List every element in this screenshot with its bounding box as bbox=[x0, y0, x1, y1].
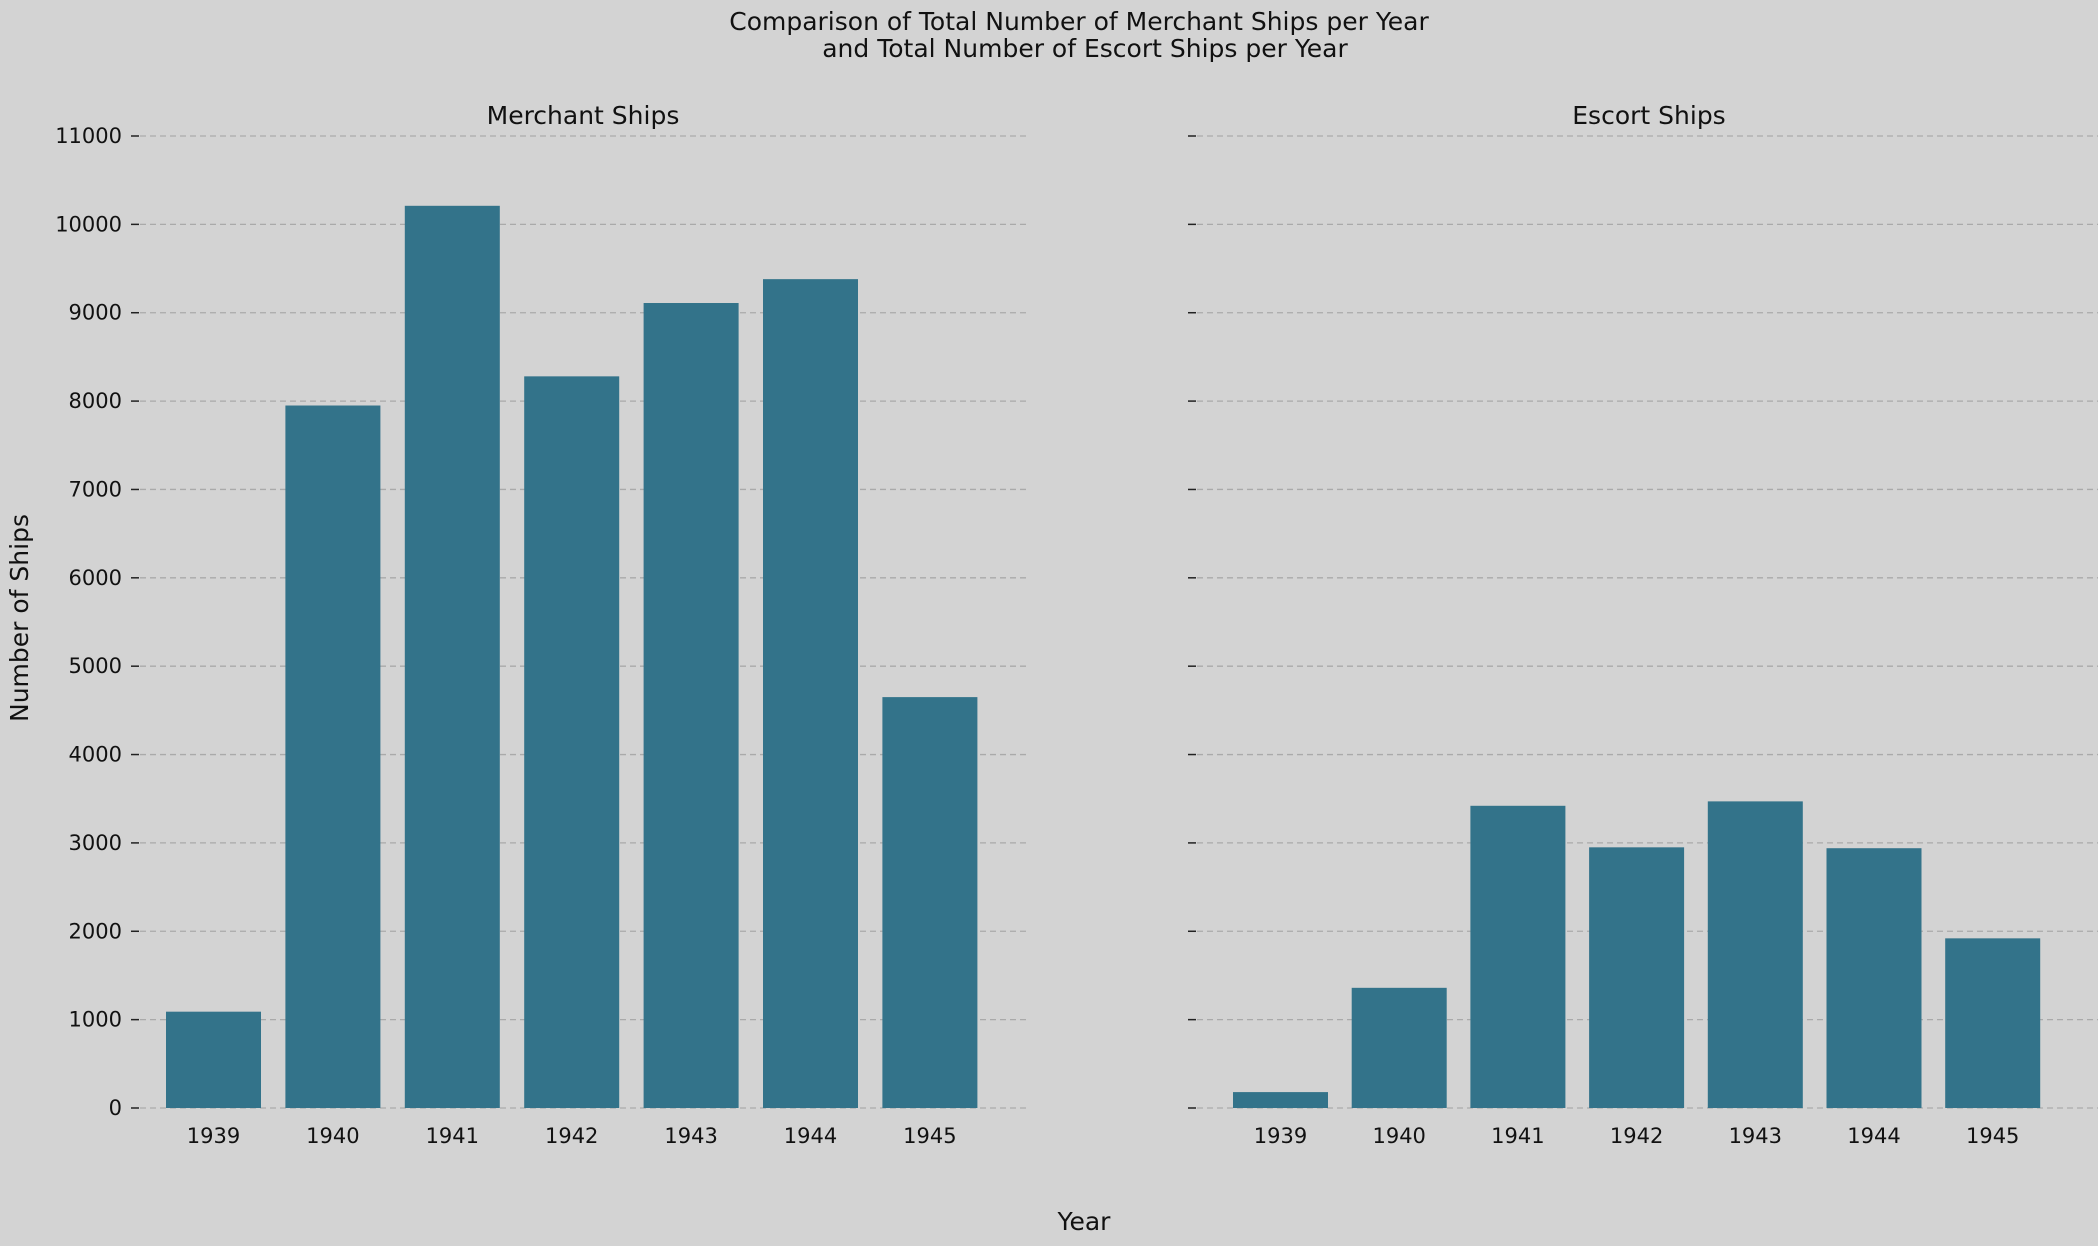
x-tick-label-merchant-1939: 1939 bbox=[187, 1124, 240, 1148]
y-tick-label-5000: 5000 bbox=[69, 654, 122, 678]
bar-merchant-1945 bbox=[882, 697, 978, 1108]
x-axis-label: Year bbox=[1057, 1207, 1112, 1236]
y-tick-label-3000: 3000 bbox=[69, 831, 122, 855]
x-tick-label-escort-1940: 1940 bbox=[1372, 1124, 1425, 1148]
x-tick-label-merchant-1945: 1945 bbox=[903, 1124, 956, 1148]
x-tick-label-merchant-1941: 1941 bbox=[426, 1124, 479, 1148]
y-tick-label-9000: 9000 bbox=[69, 301, 122, 325]
bar-escort-1942 bbox=[1589, 847, 1685, 1108]
x-tick-label-escort-1943: 1943 bbox=[1729, 1124, 1782, 1148]
y-tick-label-6000: 6000 bbox=[69, 566, 122, 590]
x-tick-label-escort-1945: 1945 bbox=[1966, 1124, 2019, 1148]
bar-merchant-1939 bbox=[166, 1011, 261, 1108]
bar-merchant-1943 bbox=[643, 303, 739, 1108]
y-tick-label-8000: 8000 bbox=[69, 389, 122, 413]
bar-escort-1943 bbox=[1707, 801, 1803, 1108]
bar-escort-1944 bbox=[1826, 848, 1922, 1108]
bar-escort-1945 bbox=[1945, 938, 2041, 1108]
y-tick-label-2000: 2000 bbox=[69, 919, 122, 943]
bar-merchant-1940 bbox=[285, 405, 381, 1108]
bar-escort-1941 bbox=[1470, 805, 1566, 1108]
x-tick-label-merchant-1942: 1942 bbox=[545, 1124, 598, 1148]
y-tick-label-7000: 7000 bbox=[69, 477, 122, 501]
x-tick-label-escort-1944: 1944 bbox=[1847, 1124, 1900, 1148]
y-tick-label-1000: 1000 bbox=[69, 1008, 122, 1032]
y-tick-label-11000: 11000 bbox=[55, 124, 122, 148]
x-tick-label-merchant-1940: 1940 bbox=[306, 1124, 359, 1148]
x-tick-label-escort-1942: 1942 bbox=[1610, 1124, 1663, 1148]
x-tick-label-merchant-1943: 1943 bbox=[664, 1124, 717, 1148]
bar-merchant-1941 bbox=[404, 205, 500, 1109]
bars-layer bbox=[166, 205, 2041, 1109]
y-tick-label-10000: 10000 bbox=[55, 212, 122, 236]
panel-title-merchant: Merchant Ships bbox=[487, 101, 680, 130]
chart-title-line-1: Comparison of Total Number of Merchant S… bbox=[729, 7, 1429, 36]
y-tick-label-4000: 4000 bbox=[69, 743, 122, 767]
bar-escort-1940 bbox=[1351, 987, 1447, 1108]
ticks-layer: 0 1000 2000 3000 4000 5000 6000 7000 8000 9000 100… bbox=[55, 124, 2019, 1148]
chart-title-line-2: and Total Number of Escort Ships per Yea… bbox=[822, 34, 1348, 63]
y-axis-label: Number of Ships bbox=[5, 514, 34, 722]
x-tick-label-escort-1941: 1941 bbox=[1491, 1124, 1544, 1148]
x-tick-label-escort-1939: 1939 bbox=[1254, 1124, 1307, 1148]
y-tick-label-0: 0 bbox=[109, 1096, 122, 1120]
panel-title-escort: Escort Ships bbox=[1572, 101, 1725, 130]
bar-merchant-1944 bbox=[763, 279, 858, 1109]
bar-escort-1939 bbox=[1233, 1092, 1328, 1108]
bar-merchant-1942 bbox=[524, 376, 620, 1108]
x-tick-label-merchant-1944: 1944 bbox=[784, 1124, 837, 1148]
